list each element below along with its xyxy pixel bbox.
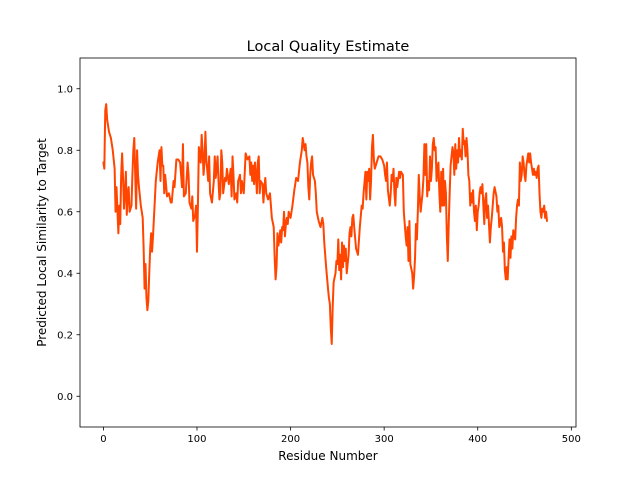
y-tick-label: 0.4: [57, 269, 73, 280]
y-tick-label: 0.6: [57, 207, 73, 218]
y-tick-label: 0.8: [57, 146, 73, 157]
y-tick-label: 0.0: [57, 392, 73, 403]
x-tick-label: 300: [375, 434, 394, 445]
x-axis-label: Residue Number: [278, 449, 377, 463]
x-tick-label: 500: [562, 434, 581, 445]
x-tick-label: 400: [468, 434, 487, 445]
y-axis-label: Predicted Local Similarity to Target: [35, 138, 49, 347]
axis-ticks: 0 100 200 300 400 500 0.0 0.2 0.4 0.6 0.8 1.0: [57, 84, 581, 445]
y-tick-label: 0.2: [57, 330, 73, 341]
plot-area-frame: [79, 57, 577, 428]
series-line: [102, 103, 548, 345]
y-tick-label: 1.0: [57, 84, 73, 95]
x-tick-label: 0: [100, 434, 106, 445]
series-layer: [102, 103, 548, 345]
x-tick-label: 100: [187, 434, 206, 445]
chart-title: Local Quality Estimate: [247, 39, 410, 55]
x-tick-label: 200: [281, 434, 300, 445]
